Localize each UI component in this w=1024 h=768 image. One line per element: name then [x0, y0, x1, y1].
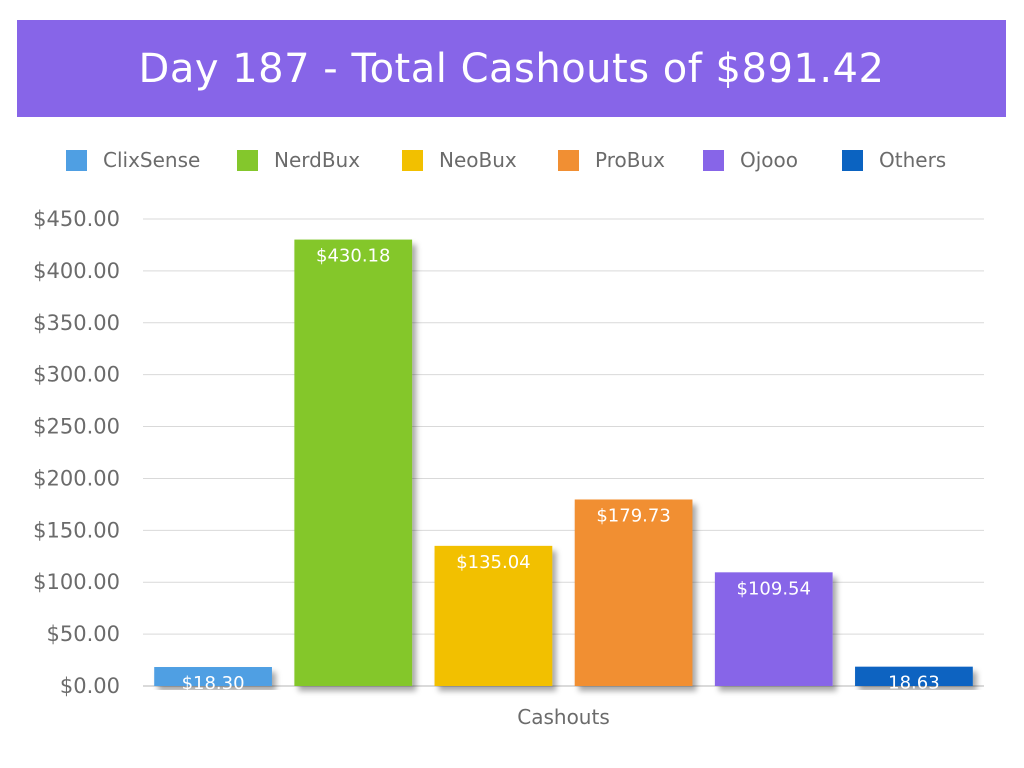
bars	[154, 239, 973, 686]
legend-label-ojooo: Ojooo	[740, 148, 799, 172]
legend: ClixSense NerdBux NeoBux ProBux Ojooo Ot…	[0, 140, 1024, 180]
y-tick-label: $50.00	[47, 622, 120, 646]
legend-swatch-neobux	[402, 149, 423, 171]
legend-label-probux: ProBux	[595, 148, 665, 172]
bar-value-label-others: 18.63	[888, 673, 940, 694]
legend-swatch-ojooo	[703, 149, 724, 171]
legend-label-neobux: NeoBux	[439, 148, 517, 172]
bar-value-label-neobux: $135.04	[456, 552, 530, 573]
legend-swatch-others	[842, 149, 863, 171]
y-tick-label: $300.00	[33, 363, 120, 387]
bar-others	[855, 666, 973, 686]
y-tick-label: $150.00	[33, 518, 120, 542]
bar-value-label-probux: $179.73	[596, 505, 670, 526]
legend-item-others: Others	[842, 148, 946, 172]
bar-ojooo	[714, 572, 833, 686]
y-tick-label: $0.00	[60, 674, 120, 698]
legend-swatch-probux	[558, 149, 579, 171]
x-axis-title: Cashouts	[517, 705, 610, 729]
y-tick-label: $350.00	[33, 311, 120, 335]
bar-clixsense	[154, 667, 272, 686]
legend-label-nerdbux: NerdBux	[274, 148, 361, 172]
bar-neobux	[434, 545, 553, 686]
title-banner: Day 187 - Total Cashouts of $891.42	[17, 20, 1006, 117]
legend-item-clixsense: ClixSense	[66, 148, 200, 172]
chart-title: Day 187 - Total Cashouts of $891.42	[138, 45, 885, 92]
bar-value-label-ojooo: $109.54	[737, 578, 811, 599]
y-tick-label: $450.00	[33, 207, 120, 231]
legend-label-others: Others	[879, 148, 947, 172]
bar-probux	[574, 499, 693, 686]
legend-item-neobux: NeoBux	[402, 148, 517, 172]
legend-item-probux: ProBux	[558, 148, 665, 172]
legend-swatch-nerdbux	[237, 149, 258, 171]
bar-value-label-clixsense: $18.30	[182, 673, 245, 694]
bar-data-labels: $18.30 $430.18 $135.04 $179.73 $109.54 18.63	[182, 246, 940, 694]
legend-swatch-clixsense	[66, 149, 87, 171]
y-tick-label: $400.00	[33, 259, 120, 283]
y-tick-label: $200.00	[33, 466, 120, 490]
bar-nerdbux	[294, 239, 413, 686]
y-axis-tick-labels: $0.00 $50.00 $100.00 $150.00 $200.00 $250.00 $…	[33, 207, 120, 698]
legend-item-nerdbux: NerdBux	[237, 148, 360, 172]
y-tick-label: $100.00	[33, 570, 120, 594]
bar-value-label-nerdbux: $430.18	[316, 246, 390, 267]
legend-label-clixsense: ClixSense	[103, 148, 201, 172]
legend-item-ojooo: Ojooo	[703, 148, 798, 172]
gridlines	[143, 218, 984, 687]
y-tick-label: $250.00	[33, 415, 120, 439]
